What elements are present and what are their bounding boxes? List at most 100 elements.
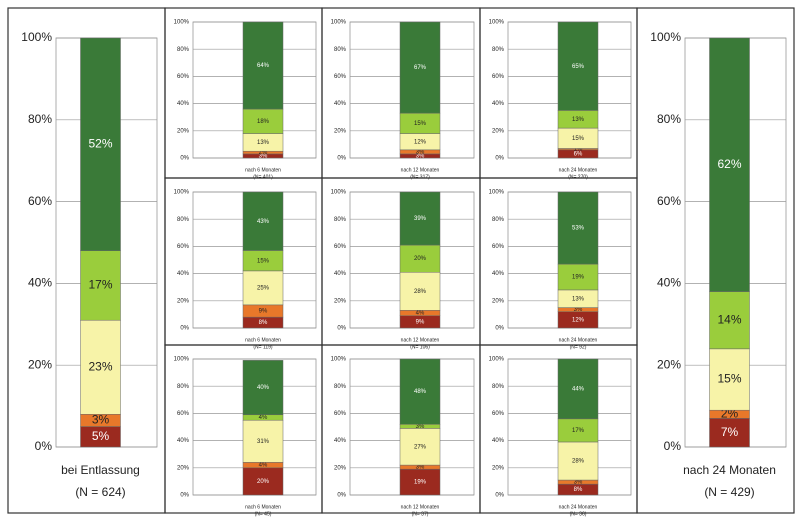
x-category-label: nach 12 Monaten bbox=[401, 504, 440, 510]
value-label: 23% bbox=[88, 359, 112, 373]
y-tick-label: 0% bbox=[337, 493, 346, 499]
value-label: 62% bbox=[717, 157, 741, 171]
y-tick-label: 0% bbox=[337, 156, 346, 162]
y-tick-label: 0% bbox=[495, 156, 504, 162]
sample-size-note: (N= 45) bbox=[255, 511, 272, 517]
value-label: 3% bbox=[92, 413, 110, 427]
value-label: 13% bbox=[572, 296, 585, 302]
y-tick-label: 100% bbox=[174, 357, 190, 363]
y-tick-label: 0% bbox=[180, 156, 189, 162]
y-tick-label: 80% bbox=[177, 384, 190, 390]
value-label: 28% bbox=[414, 289, 427, 295]
value-label: 43% bbox=[257, 219, 270, 225]
bar-segment bbox=[399, 21, 441, 114]
y-tick-label: 80% bbox=[334, 384, 347, 390]
chart-panel: 0% 20% 40% 60% 80% 100% 12% 3% 13% 19% 53% nach 24 … bbox=[479, 177, 638, 350]
y-tick-label: 80% bbox=[334, 217, 347, 223]
bar-segment bbox=[709, 418, 750, 448]
value-label: 9% bbox=[416, 319, 425, 325]
value-label: 4% bbox=[259, 463, 268, 469]
bar-segment bbox=[399, 191, 441, 246]
chart-panel: 0%20%40%60%80%100%7%2%15%14%62%nach 24 M… bbox=[636, 7, 795, 514]
value-label: 3% bbox=[574, 480, 583, 486]
value-label: 39% bbox=[414, 216, 427, 222]
bar-segment bbox=[80, 37, 121, 251]
bar-segment bbox=[80, 319, 121, 415]
x-category-label: nach 12 Monaten bbox=[401, 167, 440, 173]
bar-segment bbox=[399, 244, 441, 273]
value-label: 31% bbox=[257, 439, 270, 445]
value-label: 3% bbox=[416, 154, 425, 160]
value-label: 1% bbox=[574, 147, 583, 153]
y-tick-label: 60% bbox=[177, 74, 190, 80]
y-tick-label: 80% bbox=[492, 47, 505, 53]
bar-segment bbox=[557, 358, 599, 420]
bar-segment bbox=[242, 270, 284, 306]
x-category-label: nach 12 Monaten bbox=[401, 337, 440, 343]
y-tick-label: 0% bbox=[180, 326, 189, 332]
sample-size-note: (N= 106) bbox=[410, 344, 430, 350]
value-label: 53% bbox=[572, 226, 585, 232]
sample-size-note: (N= 37) bbox=[412, 511, 429, 517]
sample-size-note: (N= 270) bbox=[568, 174, 588, 180]
y-tick-label: 40% bbox=[334, 438, 347, 444]
y-tick-label: 40% bbox=[492, 438, 505, 444]
bar-segment bbox=[399, 358, 441, 425]
bar-segment bbox=[709, 291, 750, 350]
y-tick-label: 0% bbox=[495, 326, 504, 332]
bar-segment bbox=[557, 191, 599, 265]
panel-border bbox=[636, 7, 795, 514]
bar-segment bbox=[242, 419, 284, 463]
y-tick-label: 40% bbox=[334, 101, 347, 107]
y-tick-label: 100% bbox=[331, 20, 347, 26]
y-tick-label: 20% bbox=[492, 298, 505, 304]
value-label: 17% bbox=[88, 278, 112, 292]
bar-segment bbox=[242, 108, 284, 134]
value-label: 3% bbox=[416, 424, 425, 430]
value-label: 15% bbox=[572, 136, 585, 142]
y-tick-label: 100% bbox=[174, 20, 190, 26]
value-label: 13% bbox=[257, 140, 270, 146]
x-category-label: nach 24 Monaten bbox=[559, 504, 598, 510]
y-tick-label: 100% bbox=[21, 30, 52, 44]
value-label: 65% bbox=[572, 64, 585, 70]
y-tick-label: 20% bbox=[334, 298, 347, 304]
chart-panel: 0% 20% 40% 60% 80% 100% 3%3% 12% 15% 67% nach 12 M… bbox=[321, 7, 481, 180]
y-tick-label: 20% bbox=[177, 465, 190, 471]
value-label: 28% bbox=[572, 459, 585, 465]
y-tick-label: 60% bbox=[334, 411, 347, 417]
sample-size-note: (N = 624) bbox=[75, 485, 125, 499]
value-label: 8% bbox=[259, 320, 268, 326]
bar-segment bbox=[399, 428, 441, 466]
y-tick-label: 0% bbox=[337, 326, 346, 332]
y-tick-label: 60% bbox=[334, 74, 347, 80]
y-tick-label: 0% bbox=[180, 493, 189, 499]
value-label: 6% bbox=[574, 151, 583, 157]
y-tick-label: 100% bbox=[489, 20, 505, 26]
bar-segment bbox=[242, 360, 284, 416]
value-label: 19% bbox=[414, 480, 427, 486]
chart-panel: 0% 20% 40% 60% 80% 100% 9% 4% 28% 20% 39% nach 12 M… bbox=[321, 177, 481, 350]
chart-panel: 0% 20% 40% 60% 80% 100% 3%2% 13% 18% 64% nach 6 Mo… bbox=[164, 7, 323, 180]
value-label: 4% bbox=[416, 311, 425, 317]
value-label: 15% bbox=[257, 258, 270, 264]
chart-panel: 0% 20% 40% 60% 80% 100% 5% 3% 23% 17% 52% bei Entla… bbox=[7, 7, 166, 514]
value-label: 44% bbox=[572, 386, 585, 392]
y-tick-label: 100% bbox=[331, 357, 347, 363]
y-tick-label: 100% bbox=[650, 30, 681, 44]
y-tick-label: 0% bbox=[664, 439, 682, 453]
y-tick-label: 40% bbox=[657, 276, 681, 290]
x-category-label: nach 6 Monaten bbox=[245, 504, 281, 510]
y-tick-label: 100% bbox=[174, 190, 190, 196]
y-tick-label: 80% bbox=[334, 47, 347, 53]
y-tick-label: 60% bbox=[492, 74, 505, 80]
value-label: 48% bbox=[414, 389, 427, 395]
value-label: 64% bbox=[257, 63, 270, 69]
chart-panel: 0% 20% 40% 60% 80% 100% 6%1% 15% 13% 65% nach 24 M… bbox=[479, 7, 638, 180]
value-label: 25% bbox=[257, 285, 270, 291]
y-tick-label: 20% bbox=[177, 128, 190, 134]
bar-segment bbox=[557, 263, 599, 291]
value-label: 3% bbox=[574, 307, 583, 313]
y-tick-label: 60% bbox=[28, 194, 52, 208]
